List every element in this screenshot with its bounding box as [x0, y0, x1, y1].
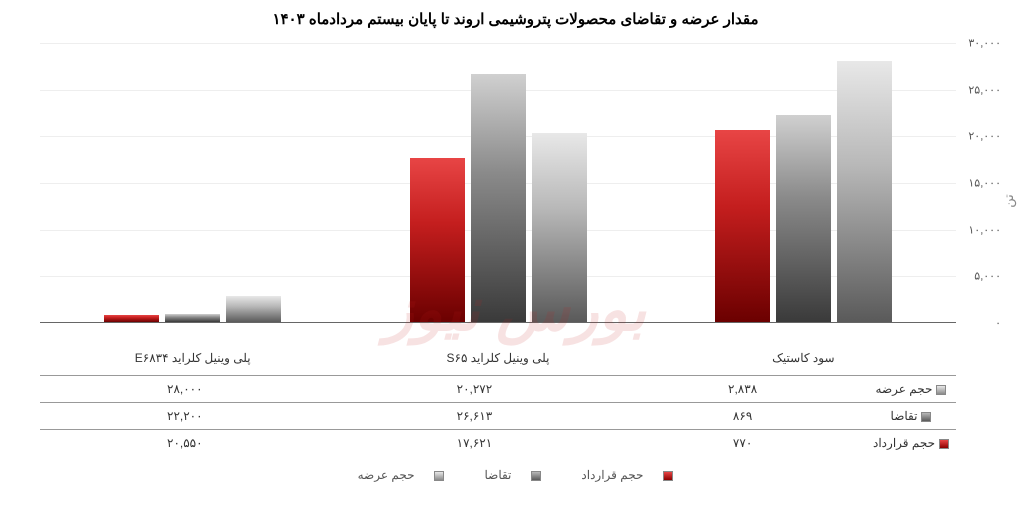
legend-item: تقاضا: [474, 468, 551, 482]
legend-item: حجم عرضه: [348, 468, 455, 482]
table-cell: ۱۷,۶۲۱: [330, 430, 620, 457]
x-axis-labels: پلی وینیل کلراید E۶۸۳۴پلی وینیل کلراید S…: [40, 351, 956, 365]
table-cell: ۲۰,۲۷۲: [330, 376, 620, 403]
y-tick: ۱۵,۰۰۰: [951, 177, 1001, 190]
y-axis: ۰۵,۰۰۰۱۰,۰۰۰۱۵,۰۰۰۲۰,۰۰۰۲۵,۰۰۰۳۰,۰۰۰: [961, 43, 1011, 323]
x-axis-label: پلی وینیل کلراید S۶۵: [345, 351, 650, 365]
row-label: حجم عرضه: [866, 376, 956, 403]
row-label: حجم قرارداد: [866, 430, 956, 457]
bar-supply: [532, 133, 587, 322]
bar-demand: [471, 74, 526, 322]
table-row: حجم قرارداد ۷۷۰۱۷,۶۲۱۲۰,۵۵۰: [40, 430, 956, 457]
series-name: حجم قرارداد: [873, 436, 935, 450]
bar-contract: [715, 130, 770, 322]
x-axis-label: پلی وینیل کلراید E۶۸۳۴: [40, 351, 345, 365]
bar-group: [345, 74, 650, 322]
y-tick: ۵,۰۰۰: [951, 270, 1001, 283]
legend: حجم قرارداد تقاضا حجم عرضه: [20, 468, 1011, 482]
swatch-demand-icon: [531, 471, 541, 481]
legend-label: حجم قرارداد: [581, 468, 643, 482]
bar-supply: [837, 61, 892, 322]
x-axis-label: سود کاستیک: [651, 351, 956, 365]
y-axis-label: تن: [1001, 194, 1017, 208]
swatch-contract-icon: [939, 439, 949, 449]
chart-area: ۰۵,۰۰۰۱۰,۰۰۰۱۵,۰۰۰۲۰,۰۰۰۲۵,۰۰۰۳۰,۰۰۰ تن: [20, 43, 1011, 343]
bar-demand: [776, 115, 831, 322]
table-cell: ۸۶۹: [619, 403, 866, 430]
bar-supply: [226, 296, 281, 322]
bar-group: [40, 296, 345, 322]
table-cell: ۲۲,۲۰۰: [40, 403, 330, 430]
data-table: حجم عرضه ۲,۸۳۸۲۰,۲۷۲۲۸,۰۰۰ تقاضا ۸۶۹۲۶,۶۱۳۲…: [40, 375, 956, 456]
swatch-supply-icon: [434, 471, 444, 481]
y-tick: ۲۵,۰۰۰: [951, 83, 1001, 96]
table-cell: ۲۰,۵۵۰: [40, 430, 330, 457]
legend-label: تقاضا: [484, 468, 511, 482]
bar-contract: [410, 158, 465, 322]
y-tick: ۰: [951, 317, 1001, 330]
legend-item: حجم قرارداد: [571, 468, 683, 482]
series-name: تقاضا: [891, 409, 918, 423]
swatch-demand-icon: [921, 412, 931, 422]
table-cell: ۲۸,۰۰۰: [40, 376, 330, 403]
series-name: حجم عرضه: [876, 382, 933, 396]
table-cell: ۷۷۰: [619, 430, 866, 457]
y-tick: ۲۰,۰۰۰: [951, 130, 1001, 143]
y-tick: ۳۰,۰۰۰: [951, 37, 1001, 50]
bar-demand: [165, 314, 220, 322]
table-cell: ۲۶,۶۱۳: [330, 403, 620, 430]
row-label: تقاضا: [866, 403, 956, 430]
table-row: تقاضا ۸۶۹۲۶,۶۱۳۲۲,۲۰۰: [40, 403, 956, 430]
swatch-supply-icon: [936, 385, 946, 395]
swatch-contract-icon: [663, 471, 673, 481]
bar-contract: [104, 315, 159, 322]
bar-group: [651, 61, 956, 322]
y-tick: ۱۰,۰۰۰: [951, 223, 1001, 236]
legend-label: حجم عرضه: [358, 468, 415, 482]
table-row: حجم عرضه ۲,۸۳۸۲۰,۲۷۲۲۸,۰۰۰: [40, 376, 956, 403]
chart-title: مقدار عرضه و تقاضای محصولات پتروشیمی ارو…: [20, 10, 1011, 28]
plot-area: [40, 43, 956, 323]
table-cell: ۲,۸۳۸: [619, 376, 866, 403]
